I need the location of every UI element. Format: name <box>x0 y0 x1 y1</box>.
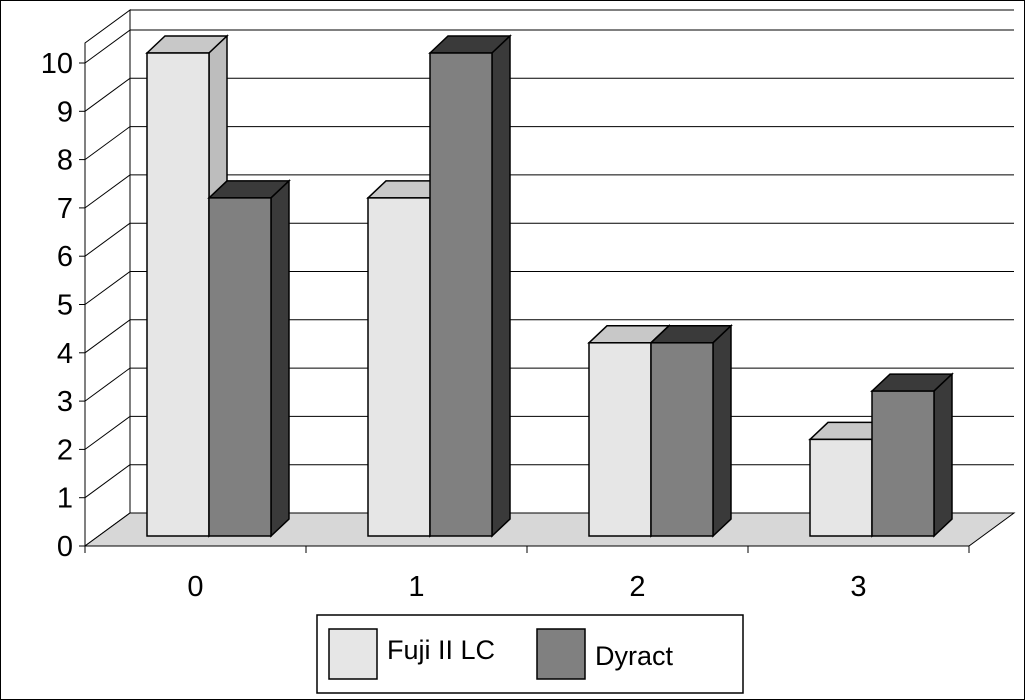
bar-side <box>270 179 290 538</box>
y-tick-label: 3 <box>57 386 73 418</box>
gridline-side <box>84 415 131 450</box>
y-tick-label: 7 <box>57 193 73 225</box>
legend-box <box>316 614 744 694</box>
y-tick-label: 10 <box>41 48 73 80</box>
bars <box>145 34 954 538</box>
gridline-side <box>84 77 131 112</box>
bar-side <box>933 372 953 538</box>
bar-front <box>367 197 431 537</box>
y-tick-label: 1 <box>57 483 73 515</box>
y-tick-label: 0 <box>57 531 73 563</box>
y-tick-label: 2 <box>57 434 73 466</box>
gridline-side <box>84 222 131 257</box>
legend: Fuji II LC Dyract <box>316 614 744 694</box>
legend-label: Dyract <box>595 641 674 671</box>
side-wall <box>84 9 131 547</box>
bar-front <box>809 438 873 537</box>
bar-side <box>491 34 511 538</box>
gridline-side <box>84 464 131 499</box>
gridline-side <box>84 319 131 354</box>
y-tick-label: 9 <box>57 96 73 128</box>
y-tick-label: 8 <box>57 145 73 177</box>
legend-swatch <box>536 628 586 680</box>
y-tick-label: 4 <box>57 338 73 370</box>
bar <box>870 372 954 538</box>
bar-front <box>208 197 272 537</box>
bar-front <box>429 52 493 537</box>
bar-side <box>712 324 732 538</box>
y-tick-label: 6 <box>57 241 73 273</box>
x-tick-label: 2 <box>629 571 645 603</box>
x-tick-label: 1 <box>408 571 424 603</box>
bar-front <box>871 390 935 537</box>
legend-label: Fuji II LC <box>387 635 495 665</box>
bar-front <box>650 342 714 537</box>
x-axis: 0 1 2 3 <box>84 545 970 603</box>
gridline-side <box>84 367 131 402</box>
bar <box>649 324 733 538</box>
gridline-side <box>84 126 131 161</box>
x-tick-label: 0 <box>187 571 203 603</box>
x-tick-label: 3 <box>850 571 866 603</box>
gridline-side <box>84 29 131 64</box>
bar <box>207 179 291 538</box>
y-axis: 0 1 2 3 4 5 6 7 8 9 10 <box>41 48 85 563</box>
legend-swatch <box>328 628 378 680</box>
gridline-side <box>84 271 131 305</box>
chart-walls <box>84 9 1014 547</box>
bar <box>428 34 512 538</box>
bar-front <box>146 52 210 537</box>
gridline-side <box>84 174 131 209</box>
y-tick-label: 5 <box>57 290 73 322</box>
bar-front <box>588 342 652 537</box>
